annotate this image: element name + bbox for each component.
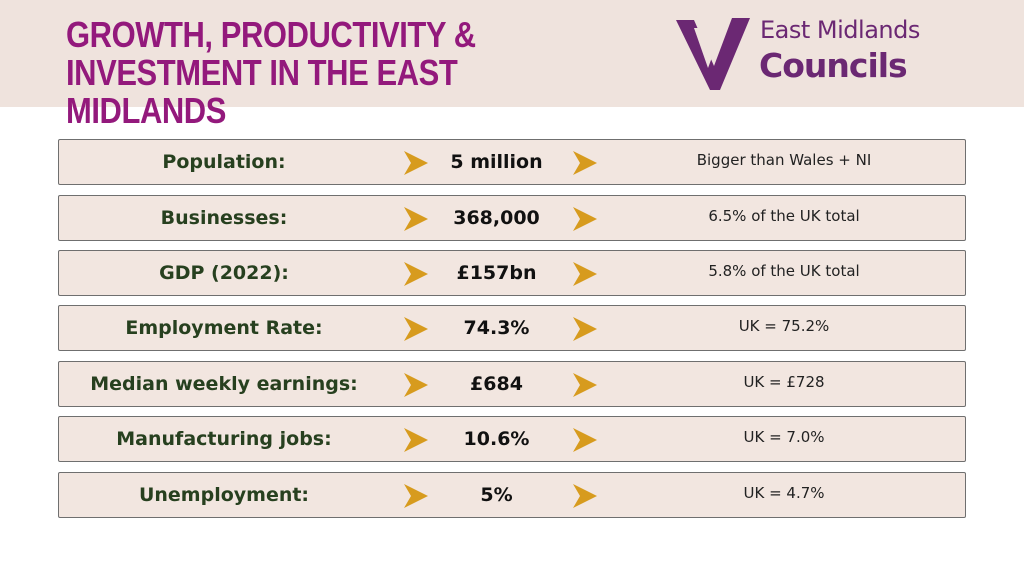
chevron-right-icon	[404, 151, 428, 175]
stat-value: 368,000	[453, 207, 540, 229]
stat-row-manufacturing-jobs: Manufacturing jobs: 10.6% UK = 7.0%	[58, 416, 966, 462]
stat-value: 74.3%	[463, 317, 530, 339]
stat-label: Manufacturing jobs:	[116, 428, 332, 450]
stat-comparison: Bigger than Wales + NI	[696, 151, 872, 169]
stat-comparison: UK = 7.0%	[743, 428, 825, 446]
stat-comparison: 6.5% of the UK total	[708, 207, 860, 225]
stat-comparison: UK = £728	[743, 373, 825, 391]
stat-label: GDP (2022):	[159, 262, 289, 284]
chevron-right-icon	[404, 262, 428, 286]
chevron-right-icon	[404, 207, 428, 231]
stat-value: £157bn	[456, 262, 537, 284]
stat-value: 10.6%	[463, 428, 530, 450]
stat-label: Unemployment:	[138, 484, 310, 506]
stat-comparison: UK = 75.2%	[738, 317, 830, 335]
stat-row-population: Population: 5 million Bigger than Wales …	[58, 139, 966, 185]
stat-row-gdp: GDP (2022): £157bn 5.8% of the UK total	[58, 250, 966, 296]
header-banner: Growth, Productivity & Investment in the…	[0, 0, 1024, 130]
stat-row-unemployment: Unemployment: 5% UK = 4.7%	[58, 472, 966, 518]
stat-row-employment-rate: Employment Rate: 74.3% UK = 75.2%	[58, 305, 966, 351]
stat-value: 5%	[480, 484, 513, 506]
stat-row-businesses: Businesses: 368,000 6.5% of the UK total	[58, 195, 966, 241]
checkmark-logo-icon	[676, 18, 750, 90]
stat-label: Businesses:	[160, 207, 288, 229]
chevron-right-icon	[404, 428, 428, 452]
chevron-right-icon	[573, 262, 597, 286]
chevron-right-icon	[404, 317, 428, 341]
chevron-right-icon	[404, 373, 428, 397]
stat-comparison: UK = 4.7%	[743, 484, 825, 502]
east-midlands-councils-logo: East Midlands Councils	[674, 14, 944, 94]
logo-text-east-midlands: East Midlands	[760, 16, 920, 44]
stat-label: Median weekly earnings:	[90, 373, 358, 395]
chevron-right-icon	[404, 484, 428, 508]
chevron-right-icon	[573, 317, 597, 341]
stat-comparison: 5.8% of the UK total	[708, 262, 860, 280]
stat-value: £684	[470, 373, 523, 395]
stat-label: Population:	[162, 151, 286, 173]
logo-text-councils: Councils	[759, 46, 908, 85]
chevron-right-icon	[573, 484, 597, 508]
stat-label: Employment Rate:	[125, 317, 323, 339]
page-title: Growth, Productivity & Investment in the…	[66, 14, 476, 131]
stat-value: 5 million	[450, 151, 543, 173]
chevron-right-icon	[573, 151, 597, 175]
chevron-right-icon	[573, 373, 597, 397]
stat-row-median-weekly-earnings: Median weekly earnings: £684 UK = £728	[58, 361, 966, 407]
chevron-right-icon	[573, 428, 597, 452]
chevron-right-icon	[573, 207, 597, 231]
